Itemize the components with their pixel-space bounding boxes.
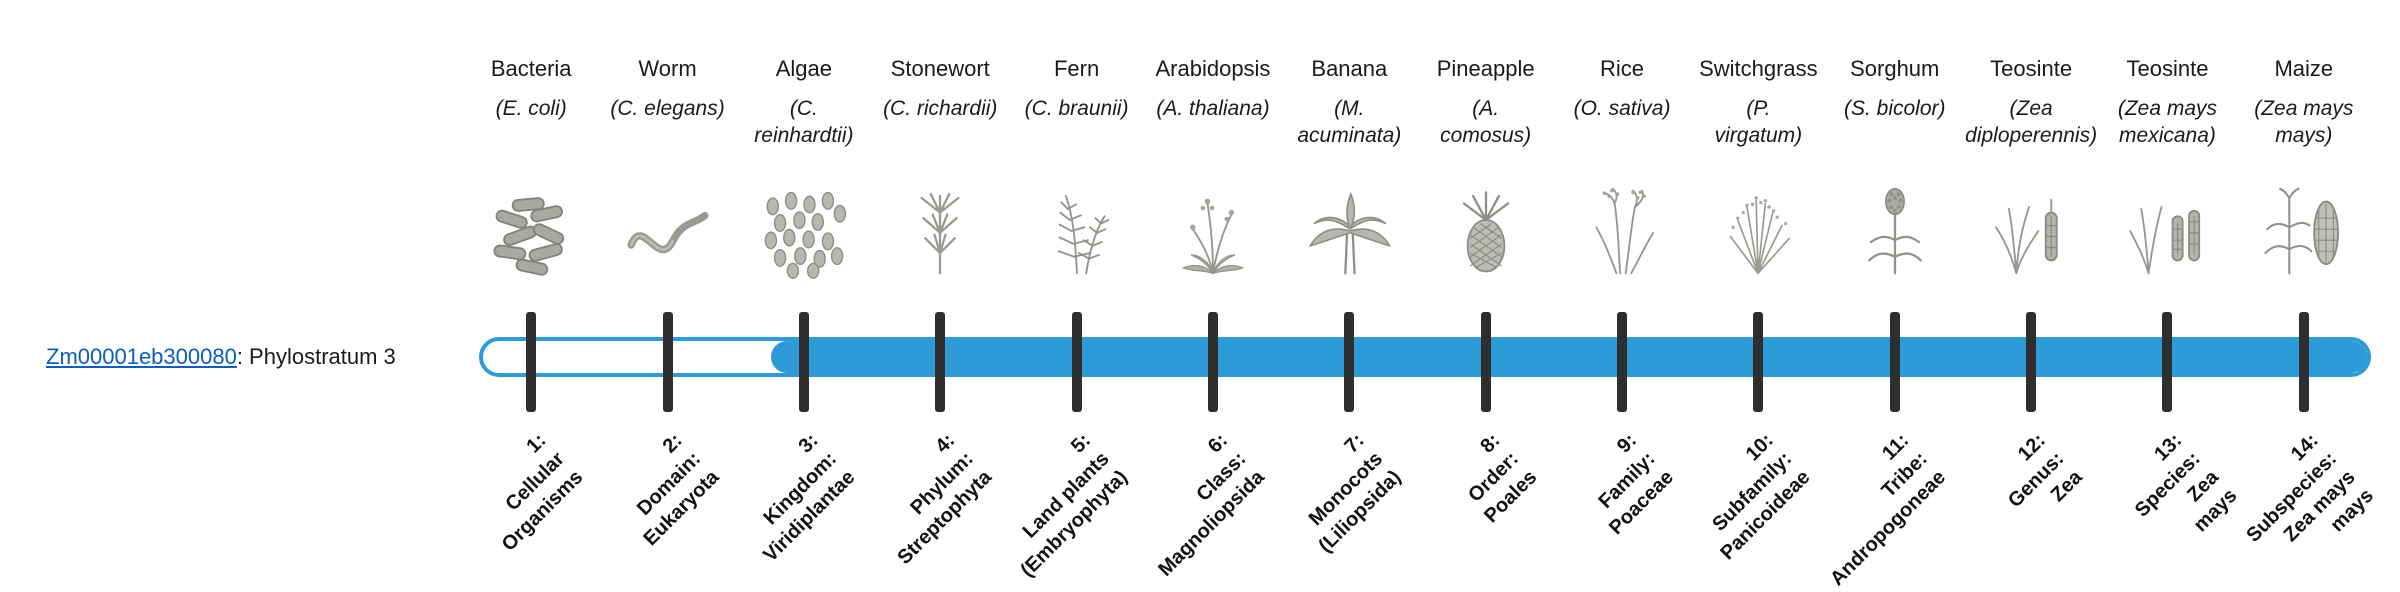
stage-axis-label: 7: Monocots (Liliopsida) [1304,429,1406,558]
stage-column-10: Switchgrass (P. virgatum) 10: Subfamily: [1690,0,1826,580]
stage-column-11: Sorghum (S. bicolor) [1827,0,1963,590]
stage-axis-label: 9: Family: Poaceae [1594,429,1678,540]
tick-marker [662,312,673,412]
bacteria-icon [463,174,599,280]
organism-scientific-name: (P. virgatum) [1714,97,1803,148]
organism-common-name: Sorghum [1850,56,1940,81]
organism-common-name: Switchgrass [1699,56,1818,81]
phylostratum-bar-fill [771,341,2367,373]
pineapple-icon [1418,174,1554,280]
tick-marker [935,312,946,412]
stage-column-2: Worm (C. elegans) 2: Domain: Eukaryota [599,0,735,580]
organism-common-name: Rice [1600,56,1645,81]
stage-axis-label: 12: Genus: Zea [2004,429,2087,513]
organism-scientific-name: (Zea diploperennis) [1965,97,2098,148]
phylostratum-bar-track [479,337,2371,377]
sorghum-icon [1827,174,1963,280]
organism-scientific-name: (C. richardii) [883,97,998,120]
stage-column-12: Teosinte (Zea diploperennis) 12: Genus: … [1963,0,2099,580]
stage-column-13: Teosinte (Zea mays mexicana) 13: Species… [2099,0,2242,580]
stage-column-3: Algae (C. reinhardtii) [736,0,872,580]
organism-common-name: Maize [2274,56,2334,81]
stage-column-7: Banana (M. acuminata) 7: Mo [1281,0,1417,580]
fern-icon [1008,174,1144,280]
tick-marker [1207,312,1218,412]
tick-marker [2162,312,2173,412]
arabidopsis-icon [1145,174,1281,280]
stage-axis-label: 3: Kingdom: Viridiplantae [759,429,860,567]
stage-axis-label: 14: Subspecies: Zea mays mays [2242,429,2378,547]
stage-axis-label: 8: Order: Poales [1464,429,1542,528]
organism-common-name: Bacteria [490,56,572,81]
stage-axis-label: 13: Species: Zea mays [2131,429,2242,537]
organism-common-name: Algae [775,56,833,81]
worm-icon [599,174,735,280]
tick-marker [1480,312,1491,412]
stonewort-icon [872,174,1008,280]
organism-common-name: Fern [1053,56,1100,81]
organism-scientific-name: (S. bicolor) [1843,97,1946,120]
tick-marker [798,312,809,412]
organism-scientific-name: (C. reinhardtii) [754,97,854,148]
tick-marker [1753,312,1764,412]
tick-marker [1889,312,1900,412]
stage-column-9: Rice (O. sativa) [1554,0,1690,580]
gene-row-label: Zm00001eb300080: Phylostratum 3 [46,344,396,370]
stage-column-5: Fern (C. braunii) 5: Land plants (Embryo… [1008,0,1144,582]
stage-column-1: Bacteria (E. coli) 1: C [463,0,599,580]
tick-marker [1617,312,1628,412]
maize-icon [2236,174,2372,280]
stage-axis-label: 4: Phylum: Streptophyta [893,429,996,569]
organism-common-name: Pineapple [1436,56,1535,81]
organism-common-name: Stonewort [890,56,990,81]
phylostratum-text: : Phylostratum 3 [236,344,396,369]
organism-common-name: Teosinte [2126,56,2209,81]
stage-column-6: Arabidopsis (A. thaliana) [1145,0,1281,581]
stage-column-4: Stonewort (C. richardii) 4: Phylum: Stre… [872,0,1008,580]
tick-marker [2298,312,2309,412]
organism-scientific-name: (Zea mays mays) [2254,97,2354,148]
organism-common-name: Arabidopsis [1155,56,1271,81]
stage-column-14: Maize (Zea mays mays) 14: Subspecies: Ze… [2236,0,2378,580]
teosinte-cobs-icon [2099,174,2235,280]
stage-axis-label: 2: Domain: Eukaryota [632,429,724,551]
teosinte-plant-icon [1963,174,2099,280]
rice-plant-icon [1554,174,1690,280]
organism-common-name: Teosinte [1990,56,2073,81]
banana-tree-icon [1281,174,1417,280]
stage-columns: Bacteria (E. coli) 1: C [463,0,2378,590]
gene-link[interactable]: Zm00001eb300080 [46,344,237,369]
switchgrass-icon [1690,174,1826,280]
tick-marker [1071,312,1082,412]
algae-icon [736,174,872,280]
phylostratigraphy-chart: Bacteria (E. coli) 1: C [463,0,2378,590]
organism-scientific-name: (Zea mays mexicana) [2117,97,2218,148]
stage-axis-label: 10: Subfamily: Panicoideae [1707,429,1815,565]
tick-marker [1344,312,1355,412]
stage-column-8: Pineapple (A. comosus) 8: Order: Poales [1418,0,1554,580]
organism-scientific-name: (C. braunii) [1024,97,1129,120]
organism-common-name: Worm [638,56,697,81]
stage-axis-label: 1: Cellular Organisms [497,429,587,556]
organism-scientific-name: (O. sativa) [1573,97,1671,120]
tick-marker [526,312,537,412]
tick-marker [2026,312,2037,412]
organism-common-name: Banana [1311,56,1388,81]
organism-scientific-name: (E. coli) [495,97,567,120]
organism-scientific-name: (A. comosus) [1440,97,1532,148]
organism-scientific-name: (C. elegans) [610,97,725,120]
organism-scientific-name: (M. acuminata) [1297,97,1402,148]
organism-scientific-name: (A. thaliana) [1156,97,1270,120]
